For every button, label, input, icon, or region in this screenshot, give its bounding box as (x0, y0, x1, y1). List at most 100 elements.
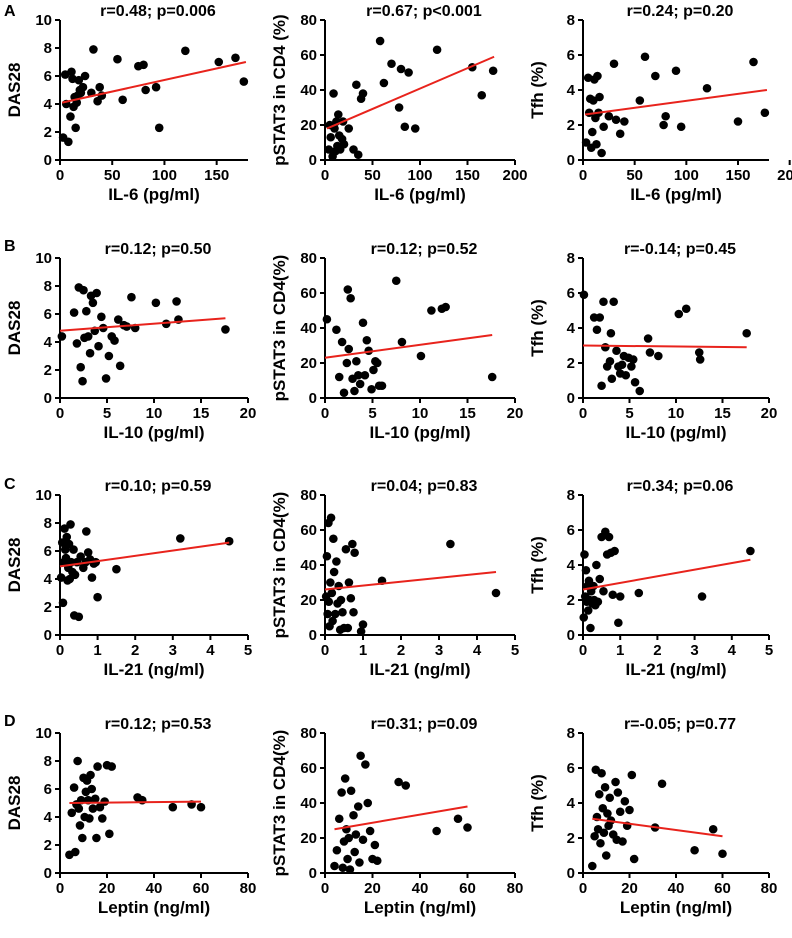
data-point (239, 77, 249, 86)
data-point (322, 314, 332, 324)
regression-line (324, 571, 497, 591)
data-point (375, 36, 385, 46)
y-tick-label: 4 (567, 82, 576, 99)
panel-title: r=-0.14; p=0.45 (624, 241, 736, 258)
y-tick-label: 2 (567, 830, 575, 847)
data-point (613, 788, 623, 797)
data-point (487, 372, 497, 382)
data-point (634, 588, 644, 598)
data-point (593, 597, 603, 607)
y-tick-label: 6 (44, 543, 52, 560)
data-point (75, 821, 85, 830)
data-point (629, 854, 639, 864)
data-point (86, 770, 95, 780)
data-point (491, 588, 501, 598)
data-point (350, 548, 359, 558)
panel-title: r=0.67; p<0.001 (366, 3, 482, 20)
data-point (718, 849, 727, 859)
data-point (88, 298, 98, 308)
data-point (643, 334, 653, 343)
y-tick-label: 40 (300, 82, 317, 99)
y-tick-label: 2 (567, 117, 575, 134)
data-point (66, 112, 75, 121)
data-point (80, 71, 90, 81)
x-tick-label: 20 (621, 880, 638, 897)
y-tick-label: 8 (44, 278, 52, 295)
data-point (441, 302, 450, 312)
scatter-panel: r=-0.14; p=0.45 0 2 4 6 8 0 5 10 15 20 IL-10 (pg/ml… (528, 241, 777, 442)
y-tick-label: 20 (300, 592, 317, 609)
data-point (98, 814, 107, 823)
data-point (330, 609, 340, 619)
data-point (372, 856, 382, 866)
y-axis-label: pSTAT3 in CD4 (%) (270, 14, 289, 165)
y-tick-label: 4 (567, 795, 576, 812)
data-point (630, 377, 640, 387)
data-point (60, 524, 69, 533)
data-point (604, 111, 614, 121)
data-point (231, 53, 240, 63)
data-point (593, 71, 602, 81)
data-point (592, 325, 602, 335)
data-point (324, 597, 334, 607)
data-point (353, 370, 363, 380)
data-point (355, 379, 365, 389)
data-point (348, 539, 357, 549)
x-tick-label: 20 (507, 405, 524, 422)
data-point (760, 108, 770, 118)
data-point (324, 145, 334, 154)
row-label-c: C (4, 476, 16, 493)
data-point (620, 796, 630, 806)
x-axis-label: Leptin (ng/ml) (620, 898, 732, 917)
x-axis-label: IL-10 (pg/ml) (369, 423, 470, 442)
data-point (151, 82, 161, 92)
x-tick-label: 5 (244, 642, 252, 659)
y-tick-label: 2 (44, 837, 52, 854)
y-tick-label: 0 (567, 152, 575, 169)
data-point (749, 57, 758, 67)
x-tick-label: 20 (99, 880, 116, 897)
data-point (404, 68, 413, 77)
data-point (603, 809, 612, 818)
data-point (341, 544, 351, 554)
y-tick-label: 0 (567, 390, 575, 407)
y-tick-label: 8 (44, 753, 52, 770)
data-point (592, 560, 601, 570)
y-tick-label: 10 (35, 250, 52, 267)
y-tick-label: 0 (309, 390, 317, 407)
x-tick-label: 5 (765, 642, 773, 659)
data-point (635, 386, 645, 396)
data-point (627, 770, 637, 780)
panel-title: r=0.12; p=0.52 (371, 241, 478, 258)
x-tick-label: 15 (714, 405, 731, 422)
x-tick-label: 0 (56, 642, 64, 659)
data-point (377, 381, 387, 391)
data-point (353, 802, 363, 811)
x-tick-label: 80 (761, 880, 778, 897)
data-point (92, 833, 101, 843)
data-point (104, 351, 114, 361)
data-point (89, 45, 98, 54)
x-tick-label: 4 (206, 642, 215, 659)
data-point (597, 381, 606, 391)
data-point (107, 762, 116, 771)
data-point (488, 66, 498, 76)
scatter-panel: r=0.04; p=0.83 0 20 40 60 80 0 1 2 3 4 5 IL-21 (ng/m… (270, 478, 519, 679)
y-tick-label: 80 (300, 487, 317, 504)
data-point (621, 370, 631, 380)
y-tick-label: 2 (44, 362, 52, 379)
data-point (605, 793, 615, 803)
data-point (100, 797, 109, 806)
data-point (599, 828, 609, 838)
x-tick-label: 60 (193, 880, 210, 897)
data-point (332, 325, 341, 335)
panel-title: r=0.12; p=0.50 (105, 241, 212, 258)
data-point (115, 361, 125, 371)
data-point (113, 54, 122, 64)
data-point (196, 802, 206, 812)
data-point (579, 290, 589, 300)
data-point (651, 71, 660, 81)
y-axis-label: Tfh (%) (528, 61, 547, 119)
data-point (595, 92, 604, 102)
data-point (627, 362, 636, 371)
